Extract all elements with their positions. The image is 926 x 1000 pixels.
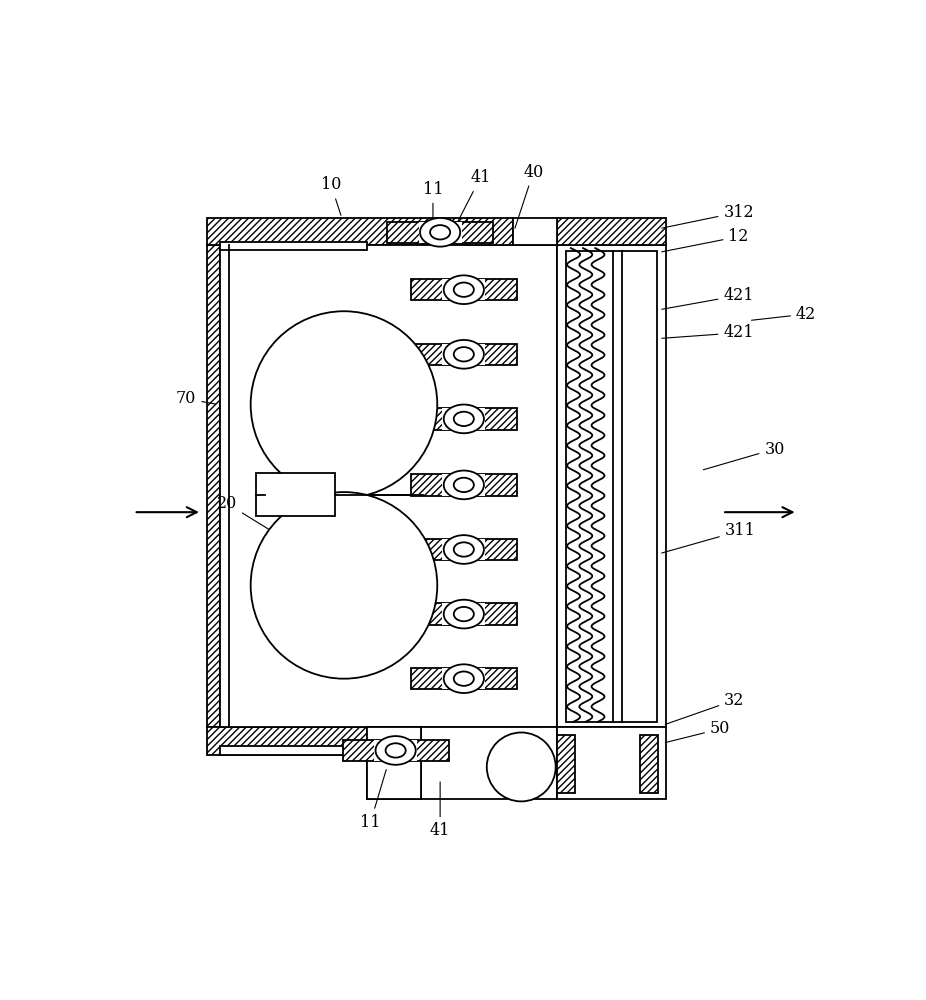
Text: 421: 421 (662, 287, 754, 309)
Bar (343, 740, 449, 761)
Bar (443, 539, 485, 560)
Bar (557, 218, 666, 245)
Bar (420, 727, 557, 799)
Ellipse shape (444, 405, 484, 433)
Bar (219, 245, 557, 727)
Text: 10: 10 (320, 176, 342, 215)
Ellipse shape (385, 743, 406, 758)
Bar (411, 603, 517, 625)
Ellipse shape (444, 275, 484, 304)
Ellipse shape (454, 412, 474, 426)
Bar (411, 539, 517, 560)
Bar (513, 218, 557, 245)
Text: 30: 30 (704, 441, 784, 470)
Text: 11: 11 (360, 770, 386, 831)
Bar (443, 668, 485, 689)
Text: 421: 421 (662, 324, 754, 341)
Ellipse shape (454, 478, 474, 492)
Bar (411, 668, 517, 689)
Ellipse shape (444, 535, 484, 564)
Ellipse shape (454, 607, 474, 621)
Bar (557, 727, 666, 799)
Text: 70: 70 (176, 390, 216, 407)
Bar (411, 408, 517, 430)
Circle shape (251, 311, 437, 498)
Bar (367, 727, 420, 799)
Bar (443, 603, 485, 625)
Bar (557, 735, 575, 793)
Ellipse shape (420, 218, 460, 247)
Bar (206, 727, 370, 755)
Text: 41: 41 (455, 169, 491, 228)
Ellipse shape (454, 671, 474, 686)
Text: 40: 40 (515, 164, 544, 228)
Bar (468, 218, 513, 245)
Bar (206, 218, 472, 245)
Bar (367, 727, 420, 799)
Bar (206, 245, 219, 727)
Bar (640, 735, 657, 793)
Bar (443, 344, 485, 365)
Ellipse shape (430, 225, 450, 239)
Circle shape (251, 492, 437, 679)
Text: 41: 41 (430, 782, 450, 839)
Ellipse shape (444, 340, 484, 369)
Text: 311: 311 (662, 522, 756, 553)
Text: 20: 20 (217, 495, 271, 531)
Bar (419, 222, 462, 243)
Text: 50: 50 (665, 720, 731, 743)
Ellipse shape (454, 283, 474, 297)
Ellipse shape (444, 471, 484, 499)
Bar (219, 242, 367, 250)
Ellipse shape (454, 542, 474, 557)
Ellipse shape (444, 600, 484, 628)
Bar (411, 279, 517, 300)
Ellipse shape (444, 664, 484, 693)
Circle shape (487, 732, 556, 801)
Ellipse shape (376, 736, 416, 765)
Bar (557, 245, 666, 727)
Text: 32: 32 (665, 692, 745, 724)
Text: 12: 12 (662, 228, 749, 252)
Bar (567, 251, 657, 722)
Bar (256, 473, 334, 516)
Bar (411, 344, 517, 365)
Bar (443, 279, 485, 300)
Bar (374, 740, 418, 761)
Text: 312: 312 (662, 204, 754, 228)
Bar (411, 474, 517, 496)
Ellipse shape (454, 347, 474, 361)
Bar (387, 222, 494, 243)
Bar (443, 408, 485, 430)
Bar (443, 474, 485, 496)
Bar (219, 746, 357, 755)
Text: 11: 11 (422, 181, 444, 228)
Text: 42: 42 (752, 306, 816, 323)
